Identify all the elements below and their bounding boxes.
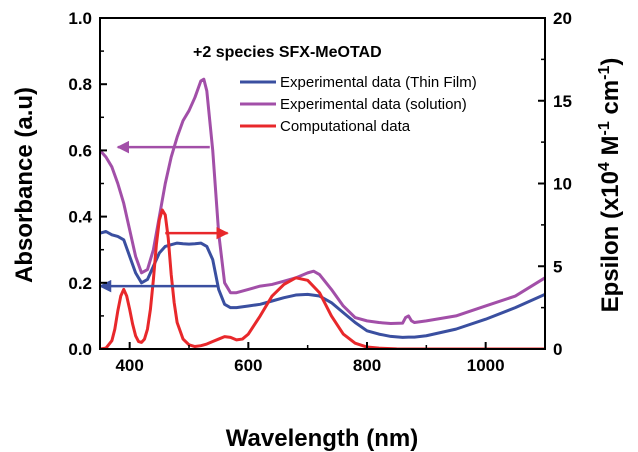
y-left-tick-label: 0.4 <box>68 208 92 227</box>
legend-label-computational: Computational data <box>280 118 411 135</box>
y-right-tick-label: 10 <box>553 175 572 194</box>
x-tick-label: 1000 <box>467 356 505 375</box>
y-right-tick-label: 20 <box>553 9 572 28</box>
y-left-tick-label: 1.0 <box>68 9 92 28</box>
ticks: 400 600 800 1000 0.0 0.2 0.4 0.6 0.8 1.0 0 5 10 15 20 <box>68 9 572 375</box>
legend-label-solution: Experimental data (solution) <box>280 96 467 113</box>
series-line-solution <box>100 77 545 326</box>
y-right-tick-label: 15 <box>553 92 572 111</box>
series-line-thin-film <box>100 230 545 339</box>
y-left-tick-label: 0.6 <box>68 141 92 160</box>
y-left-axis-title: Absorbance (a.u) <box>11 87 38 283</box>
legend: Experimental data (Thin Film) Experiment… <box>240 74 477 135</box>
y-left-tick-label: 0.8 <box>68 75 92 94</box>
y-right-tick-label: 0 <box>553 340 562 359</box>
y-left-tick-label: 0.0 <box>68 340 92 359</box>
series-line-computational <box>100 208 545 349</box>
y-left-tick-label: 0.2 <box>68 274 92 293</box>
y-right-tick-label: 5 <box>553 257 562 276</box>
x-tick-label: 400 <box>115 356 143 375</box>
annotation-arrows <box>98 140 229 293</box>
x-tick-label: 600 <box>234 356 262 375</box>
x-tick-label: 800 <box>353 356 381 375</box>
legend-label-thin-film: Experimental data (Thin Film) <box>280 74 477 91</box>
y-right-axis-title: Epsilon (x104 M-1 cm-1) <box>596 58 624 313</box>
plot-series <box>100 77 545 349</box>
chart-title: +2 species SFX-MeOTAD <box>193 44 382 61</box>
x-axis-title: Wavelength (nm) <box>226 425 418 452</box>
